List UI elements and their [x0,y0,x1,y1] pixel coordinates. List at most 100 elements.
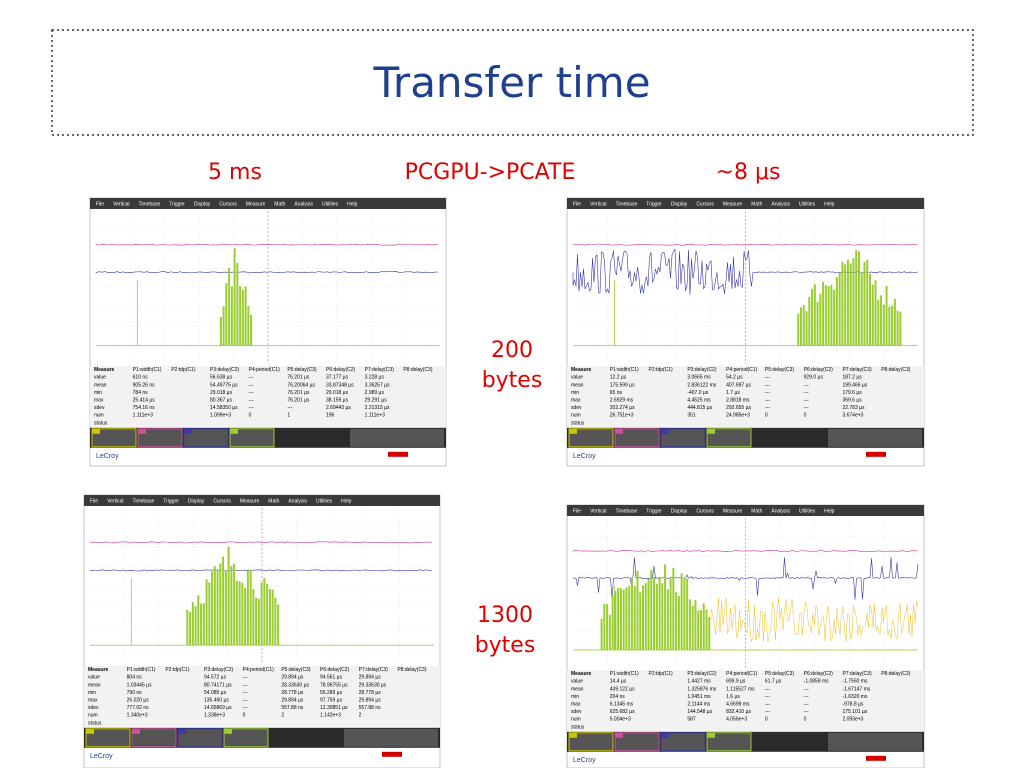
channel-box [660,732,706,752]
trace-burst [606,604,609,650]
trace-burst [822,281,825,346]
measure-header: P5:delay(C3) [281,667,311,673]
trace-burst [833,290,836,346]
trace-burst [260,582,263,646]
measure-cell: --- [243,698,248,704]
trace-burst [797,313,800,346]
trace-burst [224,570,227,646]
trace-burst [680,573,683,650]
measure-cell: 1.142e+3 [320,713,341,719]
menu-item: Analysis [771,201,790,207]
measure-cell: 790 ns [127,690,143,696]
measure-header: P5:delay(C3) [765,367,795,373]
trace-burst [666,589,669,650]
trace-blue [572,248,919,295]
trace-burst [808,296,811,346]
measure-cell: 351 [687,413,696,419]
menu-item: File [90,498,98,504]
measure-cell: 292.655 µs [726,405,751,411]
measure-cell: max [94,398,104,404]
trace-burst [653,576,656,650]
measure-cell: 2.1144 ms [687,702,710,708]
trace-burst [669,578,672,650]
measure-cell: 2.093e+3 [842,717,863,723]
measure-cell: 12.30851 µs [320,705,348,711]
channel-tag [184,428,192,434]
measure-cell: 407.697 µs [726,382,751,388]
channel-box [131,728,177,748]
measure-cell: 1.338e+3 [204,713,225,719]
measure-cell: 587 [687,717,696,723]
measure-cell: 0 [804,717,807,723]
measure-cell: status [88,720,102,726]
measure-cell: 38.159 µs [326,398,349,404]
trace-burst [250,314,253,346]
status-indicator [866,755,886,761]
menu-item: Timebase [132,498,154,504]
trace-burst [860,272,863,346]
channel-box [568,732,614,752]
measure-cell: --- [804,709,809,715]
trace-burst [236,262,239,346]
menu-item: Cursors [219,201,237,207]
measure-header: P1:width(C1) [610,671,639,677]
trace-burst [633,586,636,650]
channel-tag [569,428,577,434]
measure-cell: 5.004e+3 [610,717,631,723]
trace-burst [211,571,214,646]
measure-cell: min [571,694,579,700]
trace-burst [622,589,625,650]
trace-burst [263,578,266,646]
measure-cell: min [88,690,96,696]
trace-blue [95,271,439,274]
measure-header: P6:delay(C2) [804,367,834,373]
measure-cell: -407.0 µs [687,390,708,396]
trace-burst [802,305,805,346]
measure-cell: 1.6 µs [726,694,740,700]
measure-cell: 14.58350 µs [210,405,238,411]
measure-cell: 1.115527 ms [726,686,755,692]
trace-burst [705,609,708,650]
menu-item: Math [751,201,762,207]
measure-cell: 2.836122 ms [687,382,716,388]
measure-cell: 24.985e+3 [726,413,750,419]
measure-cell: sdev [571,405,582,411]
trace-burst [841,261,844,346]
measure-cell: 2 [359,713,362,719]
measure-cell: 76.201 µs [287,398,310,404]
channel-tag [707,428,715,434]
scopes: File Vertical Timebase Trigger Display Cursor… [83,197,925,768]
measure-cell: --- [765,382,770,388]
channel-tag [132,728,140,734]
trace-burst [246,570,249,646]
trace-burst [625,587,628,650]
measure-cell: --- [243,682,248,688]
measure-cell: 179.6 µs [842,390,862,396]
measure-cell: 369.6 µs [842,398,862,404]
measure-cell: --- [804,382,809,388]
menu-item: Trigger [646,201,662,207]
trace-burst [614,590,617,650]
trace-burst [650,570,653,650]
menu-item: Help [824,201,835,207]
trace-burst [844,264,847,346]
measure-cell: 0 [765,717,768,723]
measure-cell: 4.6699 ms [726,702,750,708]
trace-burst [697,610,700,650]
measure-header: P4:period(C1) [249,367,280,373]
measure-cell: 439.122 µs [610,686,635,692]
menu-item: Vertical [107,498,123,504]
measure-cell: --- [765,398,770,404]
measure-header: P4:period(C1) [243,667,274,673]
trace-burst [233,563,236,646]
channel-box [177,728,223,748]
trace-burst [219,316,222,346]
measure-cell: 6.1345 ms [610,702,634,708]
trace-burst [647,579,650,650]
menu-item: Math [751,508,762,514]
trace-burst [896,310,899,346]
measure-cell: --- [243,675,248,681]
measure-cell: 3.0665 ms [687,375,711,381]
channel-box [183,428,229,448]
measure-header: P8:delay(C3) [881,367,911,373]
